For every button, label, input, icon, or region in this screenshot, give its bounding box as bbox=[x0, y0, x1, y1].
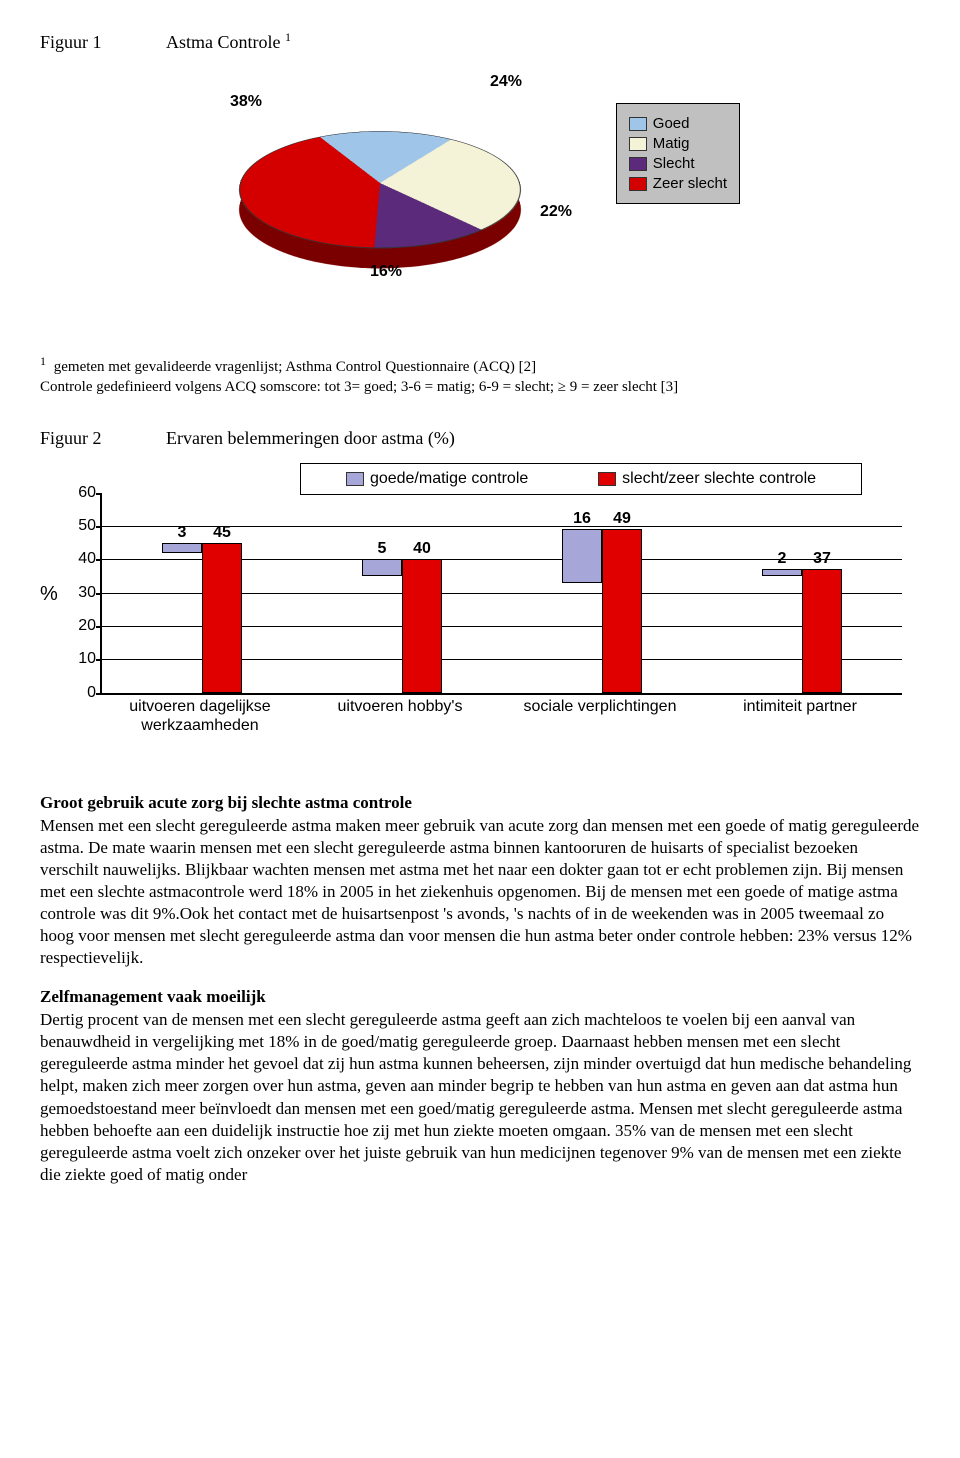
x-axis: uitvoeren dagelijksewerkzaamhedenuitvoer… bbox=[100, 697, 900, 735]
legend-swatch bbox=[629, 117, 647, 131]
section1-body: Mensen met een slecht gereguleerde astma… bbox=[40, 815, 920, 970]
bar-group: 1649 bbox=[502, 529, 702, 692]
pie-legend-row: Zeer slecht bbox=[629, 175, 727, 192]
bar-value-label: 3 bbox=[178, 524, 187, 542]
fig2-header: Figuur 2 Ervaren belemmeringen door astm… bbox=[40, 428, 920, 449]
bar-group: 237 bbox=[702, 569, 902, 692]
bar-group: 540 bbox=[302, 559, 502, 692]
fig1-sup: 1 bbox=[285, 30, 291, 44]
ytick-label: 20 bbox=[78, 617, 96, 635]
bar-series1: 16 bbox=[562, 529, 602, 582]
bar-value-label: 5 bbox=[378, 540, 387, 558]
legend-label: goede/matige controle bbox=[370, 470, 528, 488]
x-category-label: uitvoeren hobby's bbox=[300, 697, 500, 735]
ytick-mark bbox=[96, 693, 102, 695]
fig1-title-text: Astma Controle bbox=[166, 32, 281, 52]
bar-series2: 40 bbox=[402, 559, 442, 692]
legend-label: Goed bbox=[653, 115, 690, 132]
legend-swatch bbox=[346, 472, 364, 486]
ytick-label: 40 bbox=[78, 550, 96, 568]
fig1-footnote: 1 gemeten met gevalideerde vragenlijst; … bbox=[40, 353, 920, 398]
ytick-label: 30 bbox=[78, 584, 96, 602]
pie-slice-label: 38% bbox=[230, 93, 262, 111]
pie-legend-row: Slecht bbox=[629, 155, 727, 172]
ytick-mark bbox=[96, 526, 102, 528]
fig1-header: Figuur 1 Astma Controle 1 bbox=[40, 30, 920, 53]
ytick-label: 50 bbox=[78, 517, 96, 535]
bar-series2: 49 bbox=[602, 529, 642, 692]
x-category-label: uitvoeren dagelijksewerkzaamheden bbox=[100, 697, 300, 735]
ytick-mark bbox=[96, 493, 102, 495]
bar-value-label: 40 bbox=[413, 540, 431, 558]
fig2-title-prefix: Figuur 2 bbox=[40, 428, 102, 448]
fig2-title: Ervaren belemmeringen door astma (%) bbox=[166, 428, 455, 448]
bar-value-label: 49 bbox=[613, 510, 631, 528]
section1-heading: Groot gebruik acute zorg bij slechte ast… bbox=[40, 793, 920, 813]
legend-swatch bbox=[598, 472, 616, 486]
legend-swatch bbox=[629, 157, 647, 171]
bar-series1: 2 bbox=[762, 569, 802, 576]
ytick-label: 0 bbox=[87, 684, 96, 702]
bar-series2: 37 bbox=[802, 569, 842, 692]
ytick-label: 60 bbox=[78, 484, 96, 502]
plot-area: 01020304050603455401649237 bbox=[100, 493, 902, 695]
bar-legend-item: slecht/zeer slechte controle bbox=[598, 470, 816, 488]
fig1-pie-chart: 24% 22% 16% 38% Goed Matig Slecht Zeer slecht bbox=[40, 63, 740, 333]
section2-heading: Zelfmanagement vaak moeilijk bbox=[40, 987, 920, 1007]
section2-body: Dertig procent van de mensen met een sle… bbox=[40, 1009, 920, 1186]
legend-label: Matig bbox=[653, 135, 690, 152]
fig2-bar-chart: goede/matige controle slecht/zeer slechte… bbox=[40, 463, 910, 763]
x-category-label: sociale verplichtingen bbox=[500, 697, 700, 735]
legend-swatch bbox=[629, 177, 647, 191]
legend-label: Slecht bbox=[653, 155, 695, 172]
bar-value-label: 45 bbox=[213, 524, 231, 542]
footnote-sup: 1 bbox=[40, 354, 46, 368]
bar-series1: 5 bbox=[362, 559, 402, 576]
bar-value-label: 16 bbox=[573, 510, 591, 528]
bar-group: 345 bbox=[102, 543, 302, 693]
bar-value-label: 2 bbox=[778, 550, 787, 568]
pie-legend-row: Matig bbox=[629, 135, 727, 152]
legend-label: slecht/zeer slechte controle bbox=[622, 470, 816, 488]
pie-legend-row: Goed bbox=[629, 115, 727, 132]
bar-legend: goede/matige controle slecht/zeer slechte… bbox=[300, 463, 862, 495]
bar-legend-item: goede/matige controle bbox=[346, 470, 528, 488]
fig1-title: Astma Controle 1 bbox=[166, 30, 291, 53]
pie-slice-label: 16% bbox=[370, 263, 402, 281]
bar-series2: 45 bbox=[202, 543, 242, 693]
legend-swatch bbox=[629, 137, 647, 151]
footnote-text: gemeten met gevalideerde vragenlijst; As… bbox=[40, 359, 678, 395]
ytick-label: 10 bbox=[78, 650, 96, 668]
legend-label: Zeer slecht bbox=[653, 175, 727, 192]
bar-series1: 3 bbox=[162, 543, 202, 553]
pie-slice-label: 24% bbox=[490, 73, 522, 91]
x-category-label: intimiteit partner bbox=[700, 697, 900, 735]
pie-slice-label: 22% bbox=[540, 203, 572, 221]
fig1-title-prefix: Figuur 1 bbox=[40, 32, 102, 53]
pie-legend: Goed Matig Slecht Zeer slecht bbox=[616, 103, 740, 204]
bar-value-label: 37 bbox=[813, 550, 831, 568]
y-axis-label: % bbox=[40, 583, 58, 606]
